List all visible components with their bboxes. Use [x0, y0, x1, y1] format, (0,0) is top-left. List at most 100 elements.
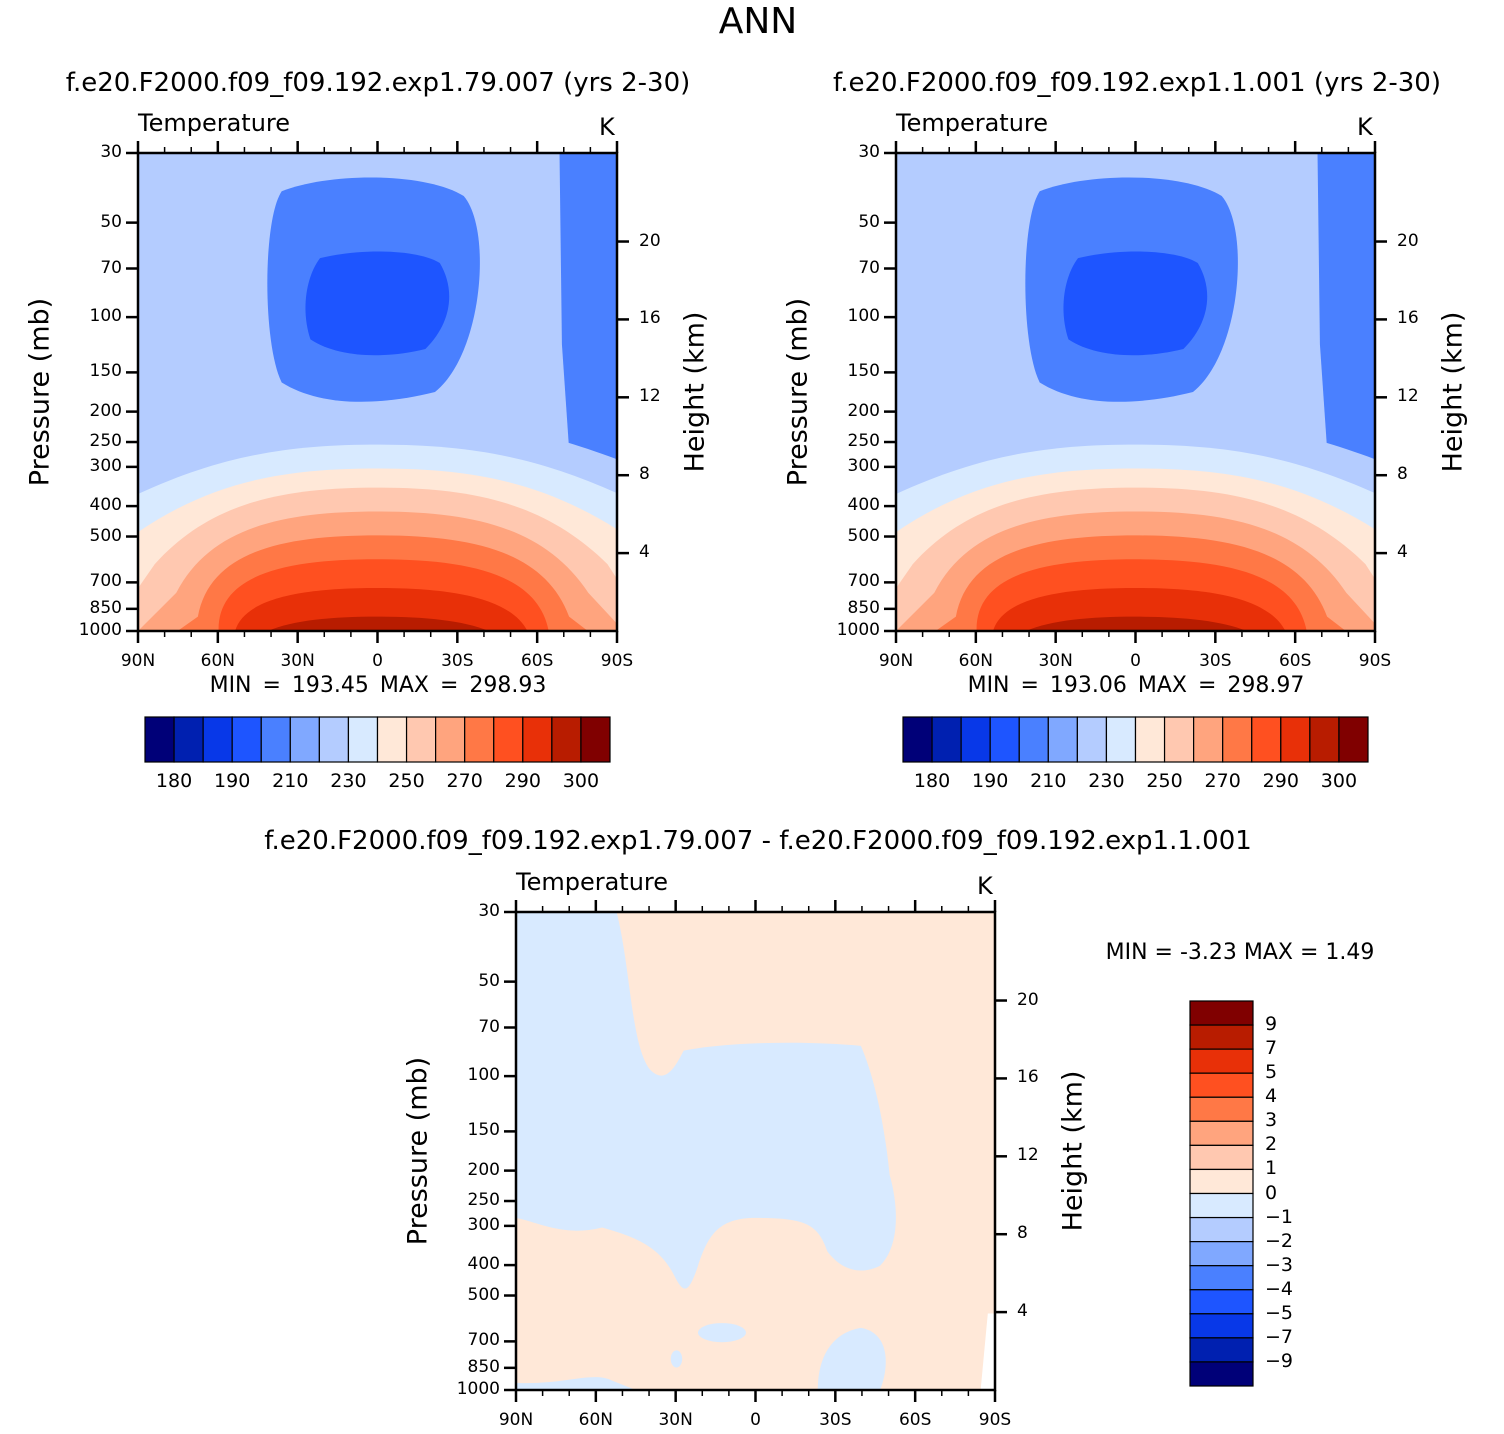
colorbar-swatch — [231, 716, 262, 763]
colorbar-swatch — [435, 716, 466, 763]
colorbar-swatch — [1134, 716, 1166, 763]
x-tick-label: 90N — [498, 1410, 534, 1430]
y-tick-label: 300 — [89, 455, 122, 476]
colorbar-swatch — [1105, 716, 1137, 763]
y-tick-label: 700 — [847, 571, 880, 592]
y2-tick-label: 20 — [639, 230, 661, 251]
x-tick-label: 90S — [978, 1410, 1012, 1430]
colorbar-label: 210 — [272, 770, 309, 792]
colorbar-label: 250 — [1146, 770, 1183, 792]
colorbar-label: 230 — [1088, 770, 1125, 792]
y2-tick-label: 12 — [1397, 386, 1419, 407]
colorbar-label: 180 — [155, 770, 193, 792]
y2-tick-label: 8 — [1397, 464, 1408, 485]
colorbar-swatch — [1193, 716, 1224, 763]
y-tick-label: 1000 — [456, 1379, 500, 1399]
variable-label: Temperature — [896, 109, 1049, 137]
colorbar-swatch — [1189, 1048, 1254, 1074]
colorbar-label: 2 — [1265, 1133, 1278, 1156]
x-tick-label: 0 — [1130, 651, 1141, 671]
colorbar-label: 0 — [1265, 1181, 1278, 1204]
y2-tick-label: 4 — [1017, 1301, 1028, 1322]
colorbar-swatch — [1189, 1337, 1254, 1363]
y-tick-label: 100 — [847, 306, 880, 327]
y-tick-label: 30 — [100, 142, 122, 162]
colorbar-swatch — [1163, 716, 1195, 763]
y-tick-label: 500 — [847, 525, 880, 546]
panel-2-title: f.e20.F2000.f09_f09.192.exp1.1.001 (yrs … — [832, 68, 1442, 98]
colorbar-swatch — [202, 716, 233, 763]
y-tick-label: 50 — [858, 211, 880, 232]
x-tick-label: 60S — [1278, 651, 1312, 671]
min-max-stats: MIN = -3.23 MAX = 1.49 — [1105, 940, 1375, 965]
y-tick-label: 50 — [100, 211, 122, 232]
x-tick-label: 30N — [658, 1410, 693, 1430]
colorbar-swatch — [464, 716, 495, 763]
y-tick-label: 150 — [89, 361, 122, 382]
colorbar-swatch — [1189, 1168, 1254, 1195]
y-tick-label: 1000 — [78, 620, 122, 640]
x-tick-label: 60N — [958, 651, 994, 671]
colorbar-label: 3 — [1265, 1109, 1278, 1132]
y2-tick-label: 12 — [639, 386, 661, 407]
colorbar-swatch — [551, 716, 582, 763]
colorbar-swatch — [1189, 1144, 1254, 1171]
y-tick-label: 250 — [89, 431, 122, 452]
colorbar-label: 190 — [972, 770, 1009, 792]
y-tick-label: 100 — [89, 306, 122, 327]
x-tick-label: 0 — [750, 1410, 761, 1430]
y-tick-label: 500 — [89, 525, 122, 546]
y-tick-label: 500 — [467, 1284, 500, 1305]
colorbar-swatch — [1251, 716, 1282, 763]
x-tick-label: 60S — [898, 1410, 932, 1430]
colorbar-swatch — [493, 716, 524, 763]
colorbar-swatch — [1189, 1289, 1254, 1315]
colorbar-label: 270 — [1204, 770, 1241, 792]
colorbar-label: 1 — [1265, 1157, 1278, 1180]
variable-label: Temperature — [516, 868, 669, 896]
colorbar-swatch — [1189, 1265, 1254, 1291]
y-tick-label: 100 — [467, 1065, 500, 1086]
colorbar-swatch — [989, 716, 1020, 763]
colorbar-swatch — [1309, 716, 1340, 763]
colorbar-label: 290 — [1262, 770, 1299, 792]
variable-label: Temperature — [138, 109, 291, 137]
x-tick-label: 60N — [578, 1410, 614, 1430]
colorbar-label: −9 — [1265, 1349, 1294, 1372]
colorbar-swatch — [1189, 1192, 1254, 1219]
colorbar-swatch — [1280, 716, 1311, 763]
y2-tick-label: 16 — [1017, 1067, 1039, 1088]
colorbar-swatch — [1189, 1120, 1254, 1146]
x-tick-label: 90S — [1358, 651, 1392, 671]
x-tick-label: 30S — [1199, 651, 1232, 671]
x-tick-label: 90N — [120, 651, 156, 671]
y-tick-label: 70 — [478, 1016, 500, 1037]
colorbar-swatch — [1189, 1216, 1254, 1243]
colorbar-label: 300 — [562, 770, 600, 792]
colorbar-label: 300 — [1320, 770, 1358, 792]
colorbar-swatch — [1018, 716, 1049, 763]
colorbar-label: 210 — [1030, 770, 1067, 792]
colorbar-swatch — [1189, 1024, 1254, 1050]
colorbar-label: 4 — [1265, 1085, 1278, 1108]
colorbar — [902, 716, 1369, 763]
colorbar-label: 250 — [388, 770, 425, 792]
y-tick-label: 250 — [467, 1190, 500, 1211]
x-tick-label: 30N — [1038, 651, 1073, 671]
y2-tick-label: 16 — [1397, 308, 1419, 329]
y-tick-label: 30 — [478, 901, 500, 921]
colorbar-swatch — [580, 716, 611, 763]
y2-tick-label: 20 — [1017, 989, 1039, 1010]
colorbar — [1189, 1000, 1254, 1387]
y2-tick-label: 20 — [1397, 230, 1419, 251]
figure-title: ANN — [718, 1, 798, 42]
colorbar-swatch — [289, 716, 320, 763]
colorbar-label: −3 — [1265, 1253, 1294, 1276]
x-tick-label: 90N — [878, 651, 914, 671]
